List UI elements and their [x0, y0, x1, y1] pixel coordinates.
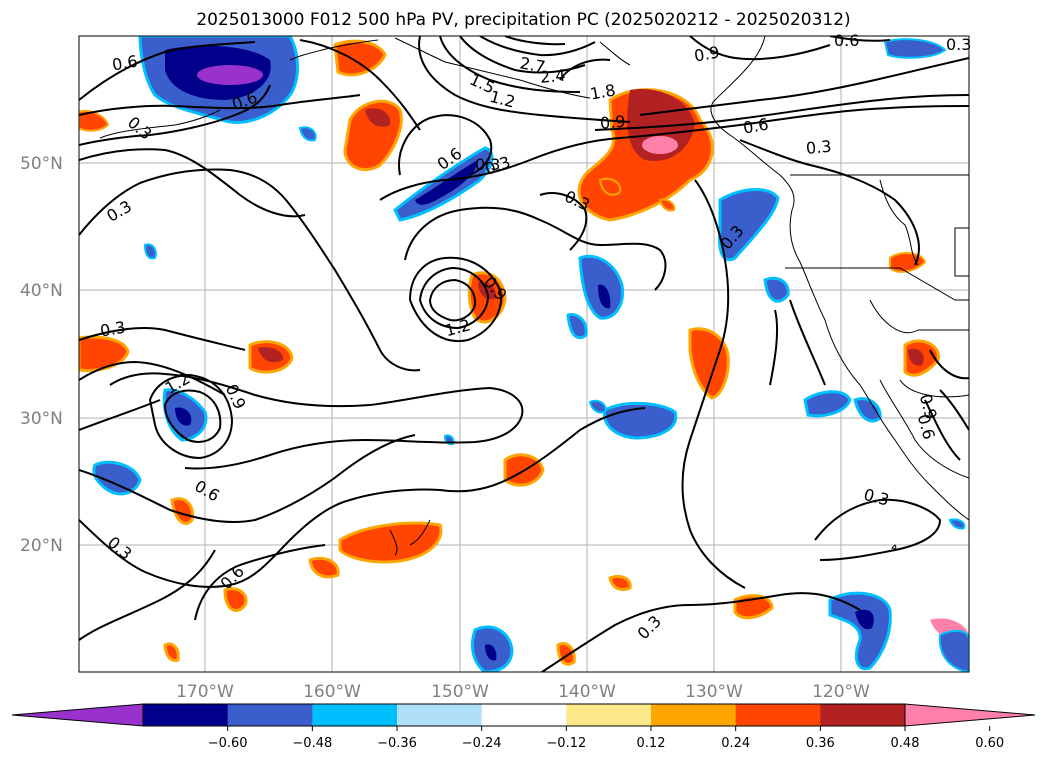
- contour-label: 0.9: [599, 112, 626, 133]
- colorbar-segment: [651, 704, 737, 726]
- colorbar-tick-label: 0.12: [637, 736, 666, 751]
- colorbar-segment: [481, 704, 567, 726]
- colorbar-segment: [312, 704, 398, 726]
- colorbar-frame: [142, 703, 906, 727]
- contour-label: 0.3: [805, 137, 832, 158]
- contour-label: 0.3: [634, 612, 665, 643]
- colorbar-tick-label: −0.24: [462, 736, 502, 751]
- map-frame: [78, 35, 970, 673]
- colorbar-segment: [820, 704, 906, 726]
- colorbar-segment: [735, 704, 821, 726]
- colorbar-extension-low: [11, 703, 144, 727]
- colorbar-tick-label: −0.60: [208, 736, 248, 751]
- gridlines: [79, 36, 969, 672]
- contour-label: 0.6: [742, 114, 770, 137]
- colorbar: −0.60 −0.48 −0.36 −0.24 −0.12 0.12 0.24 0.36 0.4…: [11, 703, 1036, 751]
- colorbar-tick-label: 0.36: [806, 736, 835, 751]
- contour-label: 0.6: [111, 51, 139, 74]
- contour-label: 2.4: [539, 66, 566, 87]
- colorbar-tick-label: −0.48: [292, 736, 332, 751]
- map-title: 2025013000 F012 500 hPa PV, precipitatio…: [196, 10, 851, 30]
- latitude-label-50n: 50°N: [20, 154, 63, 174]
- longitude-label-150w: 150°W: [431, 682, 489, 702]
- contour-label: 0.6: [217, 562, 248, 593]
- contour-label: 0.3: [475, 155, 500, 174]
- colorbar-segment: [566, 704, 652, 726]
- colorbar-segment: [227, 704, 313, 726]
- colorbar-tick-label: −0.12: [546, 736, 586, 751]
- latitude-label-20n: 20°N: [20, 536, 63, 556]
- colorbar-tick-label: −0.36: [377, 736, 417, 751]
- contour-label: 0.3: [99, 317, 127, 340]
- pv-contours: [79, 36, 969, 672]
- contour-label: 1.8: [589, 80, 617, 103]
- colorbar-segment: [397, 704, 483, 726]
- colorbar-tick-label: 0.60: [975, 736, 1004, 751]
- longitude-label-120w: 120°W: [812, 682, 870, 702]
- contour-label: 0.6: [834, 31, 859, 50]
- contour-label: 2.7: [518, 53, 546, 76]
- colorbar-extension-high: [904, 703, 1036, 727]
- longitude-label-130w: 130°W: [685, 682, 743, 702]
- contour-label: 0.3: [946, 35, 971, 54]
- contour-label: 0.9: [693, 42, 721, 65]
- longitude-label-170w: 170°W: [176, 682, 234, 702]
- colorbar-tick-label: 0.48: [891, 736, 920, 751]
- precip-positive-shading: [79, 39, 969, 666]
- colorbar-segment: [143, 704, 229, 726]
- latitude-label-40n: 40°N: [20, 281, 63, 301]
- colorbar-tick-label: 0.24: [721, 736, 750, 751]
- longitude-label-160w: 160°W: [303, 682, 361, 702]
- contour-label: 0.3: [104, 533, 136, 564]
- contour-label: 0.3: [862, 485, 892, 510]
- contour-label: 0.6: [191, 476, 223, 505]
- contour-label: 0.3: [103, 196, 135, 225]
- latitude-label-30n: 30°N: [20, 409, 63, 429]
- longitude-label-140w: 140°W: [558, 682, 616, 702]
- contour-label: 0.3: [124, 113, 156, 144]
